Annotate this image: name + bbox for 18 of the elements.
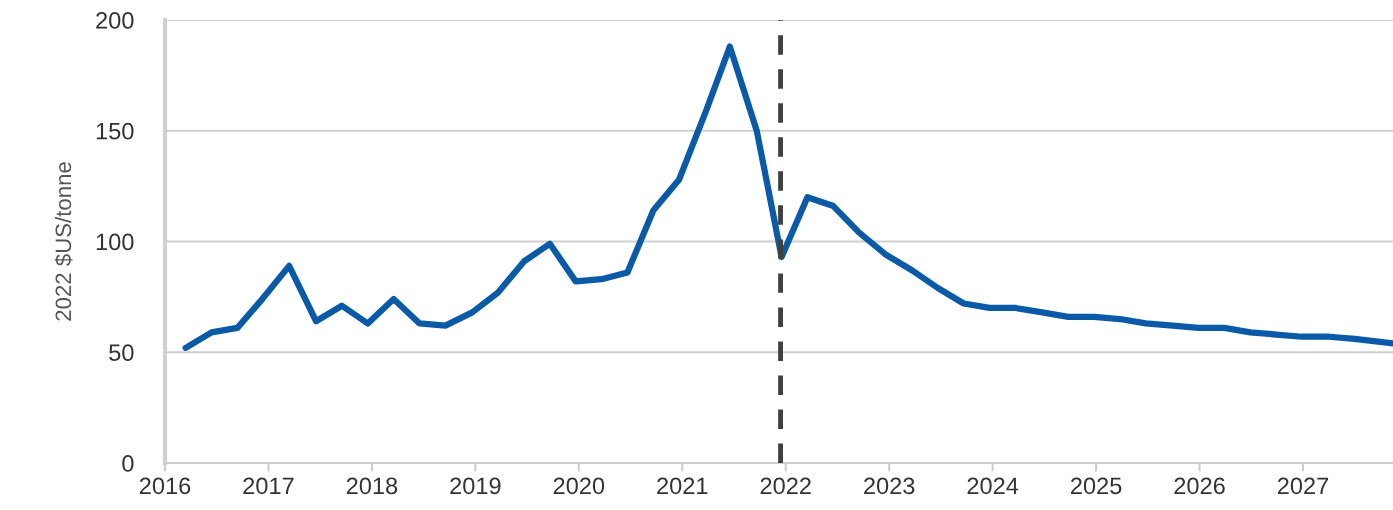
x-tick-label: 2019	[450, 477, 501, 495]
y-tick-label: 150	[96, 122, 134, 140]
y-tick-label: 0	[122, 455, 134, 472]
x-tick-label: 2020	[553, 477, 605, 495]
x-tick-label: 2025	[1071, 477, 1122, 495]
x-tick-label: 2027	[1277, 477, 1329, 495]
x-tick-label: 2018	[346, 477, 398, 495]
x-tick-label: 2022	[760, 477, 811, 495]
x-tick-label: 2021	[657, 477, 708, 495]
x-tick-label: 2016	[139, 477, 191, 495]
x-tick-label: 2026	[1174, 477, 1225, 495]
y-axis-title: 2022 $US/tonne	[54, 162, 73, 321]
y-tick-label: 100	[96, 233, 134, 251]
x-tick-label: 2023	[864, 477, 915, 495]
x-tick-label: 2024	[967, 477, 1019, 495]
x-tick-label: 2017	[243, 477, 294, 495]
y-tick-label: 200	[96, 12, 134, 29]
y-tick-label: 50	[109, 344, 134, 362]
